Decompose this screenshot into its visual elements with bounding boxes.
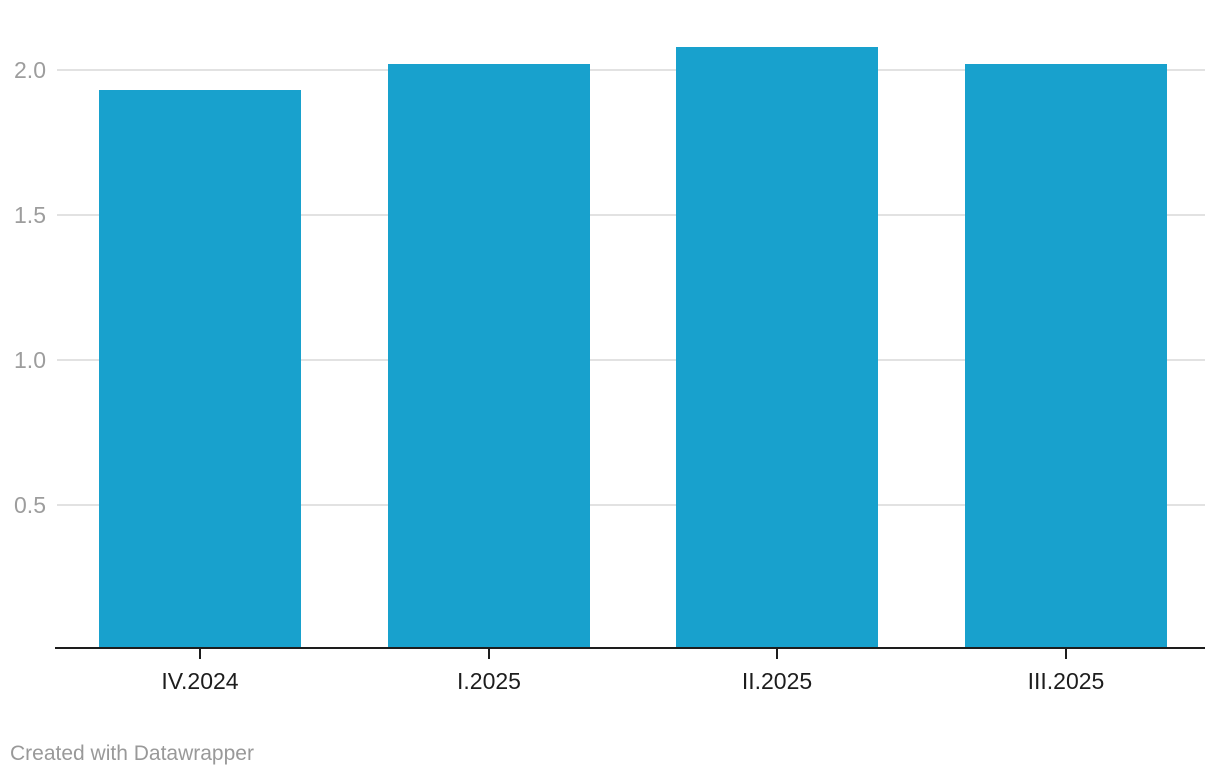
x-axis-tick <box>776 649 778 659</box>
datawrapper-attribution-link[interactable]: Created with Datawrapper <box>10 742 254 765</box>
bar-ii-2025[interactable] <box>676 47 878 649</box>
plot-area: 0.5 1.0 1.5 2.0 IV.2024 I.2025 II.2025 III.2025 <box>14 47 1205 694</box>
x-axis-tick-label: III.2025 <box>1027 668 1105 694</box>
y-gridline <box>57 504 1205 506</box>
x-axis-line <box>55 647 1205 649</box>
x-axis-tick <box>1065 649 1067 659</box>
y-axis-tick-label: 1.0 <box>14 347 46 373</box>
x-axis-tick-label: II.2025 <box>741 668 813 694</box>
x-axis-tick-label: I.2025 <box>457 668 521 694</box>
y-gridline <box>57 69 1205 71</box>
x-axis-tick-label: IV.2024 <box>161 668 239 694</box>
bar-iii-2025[interactable] <box>965 64 1167 649</box>
x-axis-tick <box>488 649 490 659</box>
y-axis-tick-label: 0.5 <box>14 492 46 518</box>
y-gridline <box>57 214 1205 216</box>
y-axis-tick-label: 1.5 <box>14 202 46 228</box>
y-axis-tick-label: 2.0 <box>14 57 46 83</box>
x-axis-tick <box>199 649 201 659</box>
y-gridline <box>57 359 1205 361</box>
bar-i-2025[interactable] <box>388 64 590 649</box>
bar-iv-2024[interactable] <box>99 90 301 649</box>
